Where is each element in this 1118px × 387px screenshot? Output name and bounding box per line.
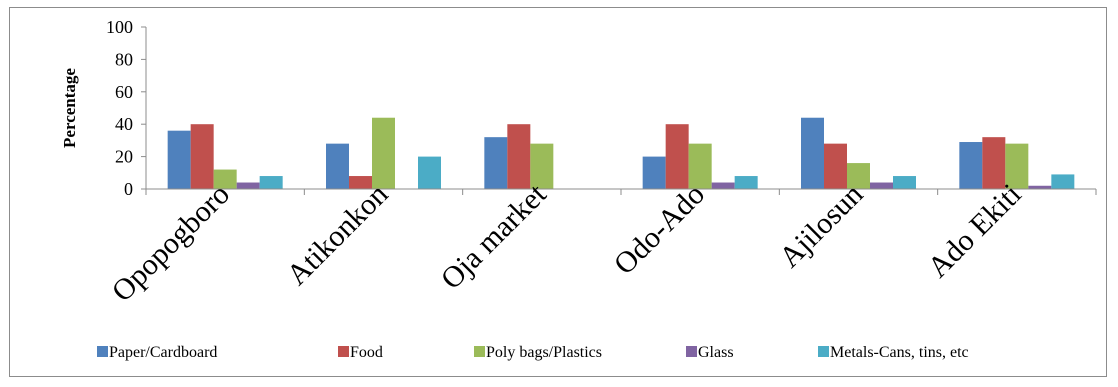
bar <box>870 182 893 189</box>
legend-label: Poly bags/Plastics <box>486 344 602 361</box>
y-tick-label: 100 <box>106 17 133 37</box>
y-axis-label: Percentage <box>60 68 79 148</box>
bar <box>1028 185 1052 189</box>
y-tick-label: 60 <box>115 82 133 102</box>
bar <box>711 182 735 189</box>
bar-series <box>167 117 1075 189</box>
bar <box>349 176 372 189</box>
bar <box>642 156 666 189</box>
legend-label: Paper/Cardboard <box>109 344 217 361</box>
bar <box>959 142 983 189</box>
bar <box>1051 174 1075 189</box>
legend-swatch <box>338 346 349 357</box>
bar <box>167 130 191 189</box>
bar <box>190 124 214 189</box>
bar <box>1005 143 1029 189</box>
legend: Paper/Cardboard Food Poly bags/Plastics Gla… <box>97 344 969 361</box>
legend-swatch <box>686 346 697 357</box>
category-labels: Opopogboro Atikonkon Oja market Odo-Ado Ajil… <box>106 177 1028 308</box>
bar <box>893 176 916 189</box>
category-label: Odo-Ado <box>608 178 711 281</box>
legend-label: Metals-Cans, tins, etc <box>830 344 969 361</box>
bar <box>530 143 554 189</box>
bar <box>688 143 712 189</box>
bar <box>801 117 824 189</box>
category-label: Oja market <box>435 177 554 296</box>
category-label: Atikonkon <box>280 178 394 292</box>
chart-frame <box>9 7 1107 377</box>
legend-label: Glass <box>698 344 734 361</box>
bar <box>847 163 870 189</box>
axes <box>145 27 1097 195</box>
category-label: Ajilosun <box>773 178 869 274</box>
bar <box>484 137 508 189</box>
bar <box>507 124 531 189</box>
bar <box>236 182 260 189</box>
y-tick-label: 0 <box>124 179 133 199</box>
bar <box>665 124 689 189</box>
y-axis-ticks: 0 20 40 60 80 100 <box>106 17 146 199</box>
legend-swatch <box>474 346 485 357</box>
bar <box>326 143 349 189</box>
legend-swatch <box>97 346 108 357</box>
bar <box>213 169 237 189</box>
y-tick-label: 40 <box>115 114 133 134</box>
y-tick-label: 80 <box>115 49 133 69</box>
bar <box>734 176 758 189</box>
legend-label: Food <box>350 344 383 361</box>
bar <box>259 176 283 189</box>
bar <box>418 156 441 189</box>
legend-swatch <box>818 346 829 357</box>
y-tick-label: 20 <box>115 147 133 167</box>
bar <box>982 137 1006 189</box>
bar <box>372 117 395 189</box>
bar <box>824 143 847 189</box>
